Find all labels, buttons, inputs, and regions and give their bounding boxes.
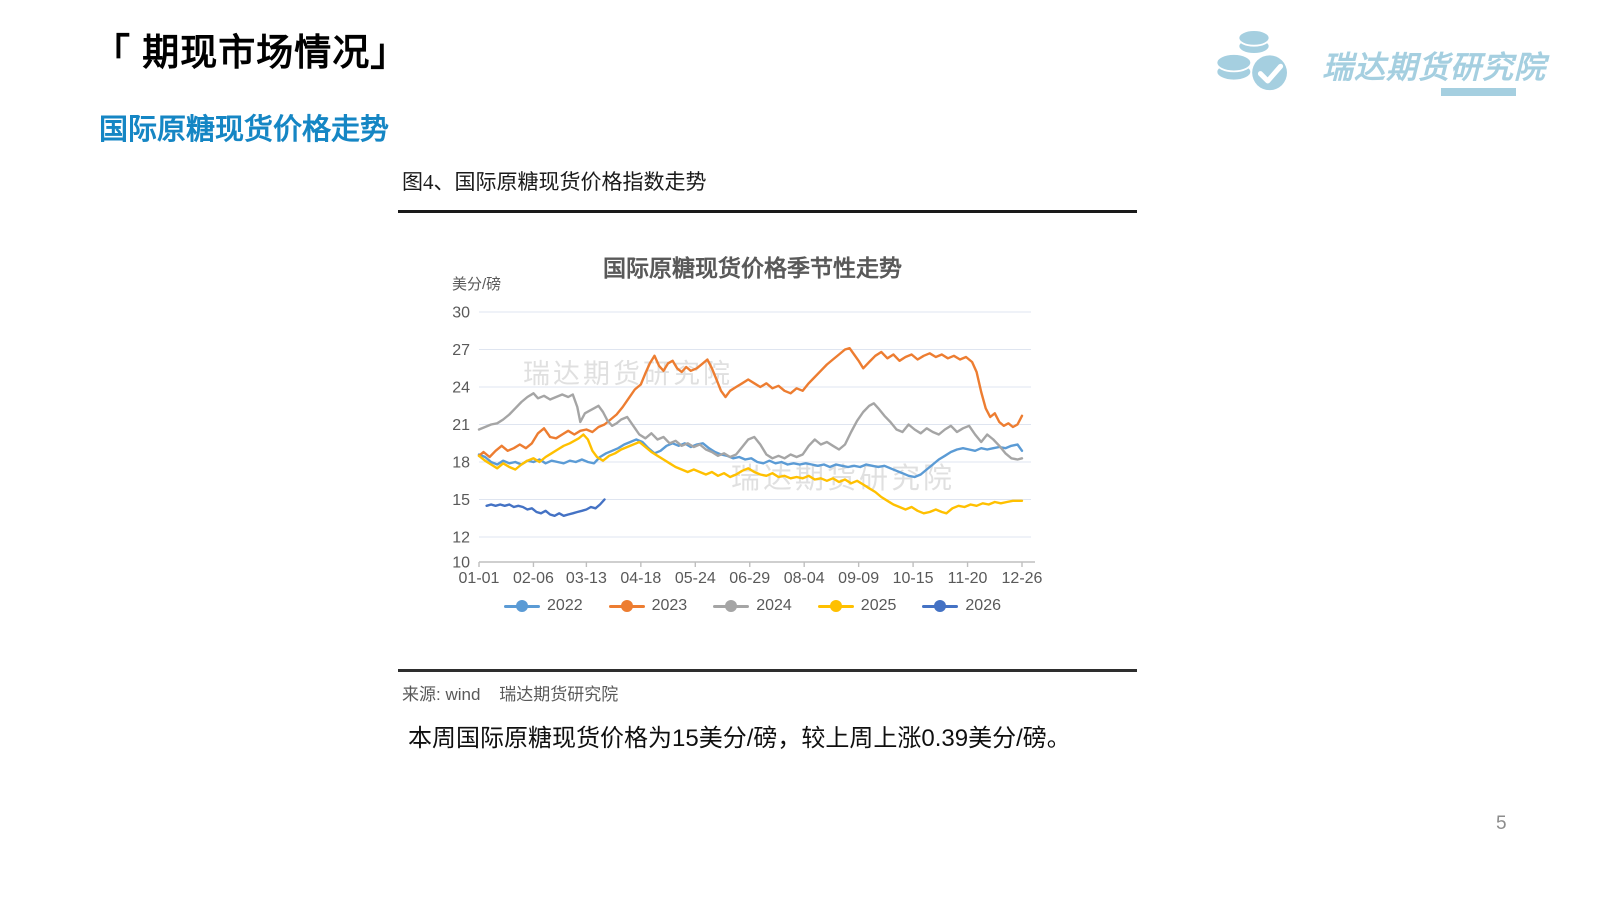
x-tick-label-04-18: 04-18: [620, 570, 661, 587]
divider-bottom: [398, 669, 1137, 672]
legend-item-2022: 2022: [504, 597, 583, 615]
legend-marker-icon-2022: [504, 600, 541, 612]
coins-check-logo-icon: [1215, 29, 1287, 91]
y-tick-label-18: 18: [452, 455, 470, 472]
x-tick-label-12-26: 12-26: [1002, 570, 1043, 587]
y-tick-label-15: 15: [452, 492, 470, 509]
watermark-text-2: 瑞达期货研究院: [731, 462, 955, 495]
y-axis-unit-label: 美分/磅: [452, 276, 502, 293]
y-tick-label-12: 12: [452, 530, 470, 547]
legend-item-2026: 2026: [922, 597, 1001, 615]
x-tick-label-09-09: 09-09: [838, 570, 879, 587]
legend-item-2023: 2023: [608, 597, 688, 615]
series-line-2026: [485, 498, 606, 517]
watermark-text-1: 瑞达期货研究院: [523, 359, 733, 389]
figure-caption: 图4、国际原糖现货价格指数走势: [402, 170, 707, 194]
legend-label-2024: 2024: [756, 597, 792, 614]
y-tick-label-10: 10: [452, 555, 470, 572]
section-subtitle: 国际原糖现货价格走势: [99, 114, 390, 146]
legend-item-2024: 2024: [713, 597, 792, 615]
legend-marker-icon-2024: [713, 600, 750, 612]
x-tick-label-08-04: 08-04: [784, 570, 825, 587]
y-tick-label-27: 27: [452, 342, 470, 359]
page-number: 5: [1496, 813, 1507, 834]
logo-text: 瑞达期货研究院: [1322, 50, 1546, 85]
legend-marker-icon-2026: [922, 600, 959, 612]
page-title: 「 期现市场情况」: [93, 32, 409, 73]
divider-top: [398, 210, 1137, 213]
chart-legend: 2022 2023 2024 2025 2026: [430, 597, 1075, 615]
logo-underline: [1441, 88, 1516, 96]
legend-label-2025: 2025: [860, 597, 897, 614]
x-tick-label-05-24: 05-24: [675, 570, 716, 587]
series-line-2024: [477, 392, 1024, 461]
x-tick-label-02-06: 02-06: [513, 570, 554, 587]
legend-marker-icon-2023: [608, 600, 645, 612]
legend-label-2022: 2022: [547, 597, 583, 614]
x-tick-label-06-29: 06-29: [729, 570, 770, 587]
x-tick-label-10-15: 10-15: [893, 570, 934, 587]
series-line-2022: [477, 438, 1024, 479]
series-line-2023: [477, 346, 1024, 459]
legend-label-2026: 2026: [965, 597, 1001, 614]
x-tick-label-03-13: 03-13: [566, 570, 607, 587]
legend-marker-icon-2025: [817, 600, 854, 612]
x-tick-label-11-20: 11-20: [948, 570, 988, 587]
series-line-2025: [477, 433, 1024, 515]
source-line: 来源: wind 瑞达期货研究院: [402, 685, 619, 704]
legend-item-2025: 2025: [817, 597, 897, 615]
y-tick-label-30: 30: [452, 305, 470, 322]
y-tick-label-21: 21: [452, 417, 470, 434]
summary-text: 本周国际原糖现货价格为15美分/磅，较上周上涨0.39美分/磅。: [408, 725, 1071, 752]
y-tick-label-24: 24: [452, 380, 470, 397]
legend-label-2023: 2023: [651, 597, 688, 614]
x-tick-label-01-01: 01-01: [459, 570, 500, 587]
chart-title: 国际原糖现货价格季节性走势: [603, 255, 902, 281]
